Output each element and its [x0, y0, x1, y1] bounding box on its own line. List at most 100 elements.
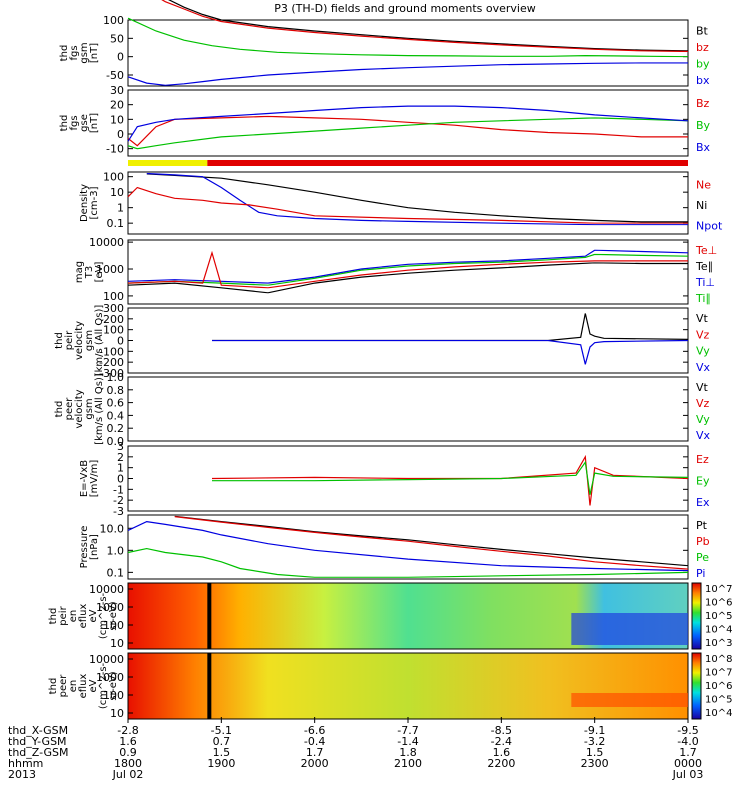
series-Te⊥	[128, 253, 688, 288]
ylabel-line: Pressure	[79, 526, 90, 569]
ytick-label: 0	[117, 51, 124, 64]
ylabel-line: velocity	[74, 321, 85, 360]
ytick-label: -3	[113, 505, 124, 518]
data-gap-bar	[207, 583, 212, 649]
ytick-label: 300	[103, 302, 124, 315]
ytick-label: 0.0	[107, 435, 125, 448]
xtick-label: 0.9	[119, 746, 137, 759]
colorbar	[691, 582, 702, 650]
ytick-label: 100	[103, 14, 124, 27]
xtick-label: 1.8	[399, 746, 417, 759]
legend-Vt: Vt	[696, 312, 709, 325]
ylabel-line: [nT]	[89, 113, 100, 133]
xtick-label: 2100	[394, 757, 422, 770]
ytick-label: 3	[117, 440, 124, 453]
ytick-label: 2	[117, 451, 124, 464]
ytick-label: -200	[99, 356, 124, 369]
xtick-label: 2300	[581, 757, 609, 770]
ylabel-line: (cm^2-s-	[98, 662, 109, 709]
ytick-label: 0.1	[107, 566, 125, 579]
xtick-label: 0.7	[213, 735, 231, 748]
xtick-label: -5.1	[211, 724, 232, 737]
colorbar-label: 10^4	[705, 625, 732, 636]
ytick-label: 1.0	[107, 371, 125, 384]
ylabel-line: fgs	[69, 115, 80, 130]
panel-frame	[127, 239, 689, 305]
ytick-label: 10	[110, 637, 124, 650]
spectrogram-feature	[571, 693, 688, 707]
xtick-label: -7.7	[397, 724, 418, 737]
ylabel-line: gsm	[84, 330, 95, 351]
legend-by: by	[696, 57, 710, 70]
xtick-label: 2200	[487, 757, 515, 770]
ytick-label: 1000	[96, 263, 124, 276]
ylabel-line: peir	[58, 605, 69, 625]
series-Vx	[212, 341, 688, 365]
ylabel-line: eV	[88, 679, 99, 692]
ytick-label: 0	[117, 473, 124, 486]
ylabel-line: T3	[84, 266, 95, 279]
ylabel-line: thd	[59, 45, 70, 62]
ytick-label: 100	[103, 324, 124, 337]
ylabel-line: [mV/m]	[89, 460, 100, 498]
ylabel-line: fgs	[69, 45, 80, 60]
colorbar-label: 10^6	[705, 598, 732, 609]
ylabel-line: [eV]	[94, 262, 105, 283]
ytick-label: 0.8	[107, 384, 125, 397]
xtick-label: 1.6	[493, 746, 511, 759]
xtick-label: 1.5	[586, 746, 604, 759]
ytick-label: 10000	[89, 583, 124, 596]
legend-Bz: Bz	[696, 97, 710, 110]
series-Ni	[147, 174, 688, 222]
x-row-label: thd_Z-GSM	[8, 746, 68, 759]
spectrogram-peir-en-eflux: 10 100 1000 10000 thd peir en eflux eV (cm^2-s-sr…	[48, 582, 732, 650]
ytick-label: 1000	[96, 601, 124, 614]
legend-Vt: Vt	[696, 381, 709, 394]
ytick-label: 0	[117, 128, 124, 141]
ylabel-line: Density	[79, 184, 90, 222]
ytick-label: 0.2	[107, 422, 125, 435]
ylabel-line: thd	[48, 678, 59, 695]
xtick-label: -6.6	[304, 724, 325, 737]
series-Pt	[175, 516, 688, 565]
series-Bx	[128, 106, 688, 141]
legend-Vz: Vz	[696, 397, 710, 410]
xtick-label: -8.5	[491, 724, 512, 737]
ylabel-line: sr-eV)	[108, 601, 119, 630]
ytick-label: 0.4	[107, 409, 125, 422]
xtick-label: -9.1	[584, 724, 605, 737]
ytick-label: 0.1	[107, 217, 125, 230]
chart-title: P3 (TH-D) fields and ground moments over…	[274, 2, 536, 15]
xtick-label: 1900	[207, 757, 235, 770]
xtick-label: Jul 03	[672, 768, 704, 781]
xtick-label: -1.4	[397, 735, 418, 748]
panel-frame	[127, 514, 689, 580]
panel-frame	[127, 376, 689, 442]
ytick-label: 200	[103, 313, 124, 326]
ylabel-line: sr-eV)	[108, 671, 119, 700]
ylabel-line: [km/s (All Qs)]	[94, 373, 105, 445]
ylabel-line: peir	[64, 330, 75, 350]
series-Ti⊥	[128, 250, 688, 283]
legend-bx: bx	[696, 74, 710, 87]
ylabel-line: [km/s (All Qs)]	[94, 305, 105, 377]
colorbar-label: 10^3	[705, 638, 732, 649]
colorbar-label: 10^8	[705, 654, 732, 665]
legend-Vx: Vx	[696, 429, 711, 442]
ylabel-line: velocity	[74, 389, 85, 428]
x-row-label: thd_X-GSM	[8, 724, 68, 737]
ylabel-line: en	[68, 610, 79, 623]
xtick-label: -2.8	[117, 724, 138, 737]
ytick-label: 30	[110, 84, 124, 97]
ylabel-line: [nT]	[89, 43, 100, 63]
panel-frame	[127, 89, 689, 157]
x-row-label: hhmm	[8, 757, 43, 770]
ylabel-line: eV	[88, 609, 99, 622]
panel-fgs-gsm: -50 0 50 100 thd fgs gsm [nT] Bt bz by bx	[59, 0, 710, 87]
x-row-label: 2013	[8, 768, 36, 781]
ylabel-line: thd	[54, 401, 65, 418]
series-Ti∥	[128, 254, 688, 285]
